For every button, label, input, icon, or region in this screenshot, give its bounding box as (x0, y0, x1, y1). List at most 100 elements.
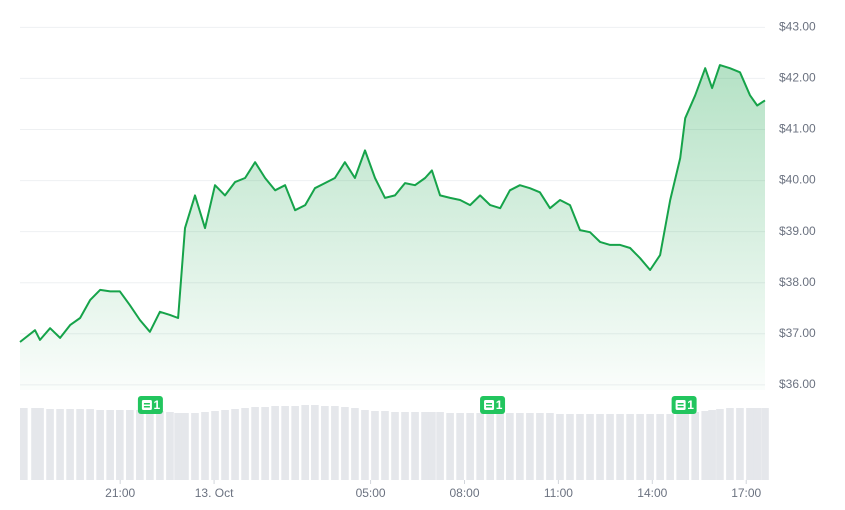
volume-bar (646, 414, 654, 480)
badge-icon-line (677, 403, 684, 405)
x-tick-label: 08:00 (449, 486, 479, 500)
x-tick-label: 14:00 (637, 486, 667, 500)
volume-bar (606, 414, 614, 480)
badge-icon-line (143, 406, 150, 408)
volume-bar (86, 409, 94, 480)
badge-icon (141, 400, 152, 410)
volume-bar (391, 412, 399, 480)
volume-bar (20, 408, 28, 480)
y-tick-label: $37.00 (779, 326, 816, 340)
x-tick-label: 13. Oct (195, 486, 234, 500)
volume-bar (656, 414, 664, 480)
x-tick-label: 17:00 (731, 486, 761, 500)
volume-bar (676, 413, 684, 480)
volume-bar (116, 410, 124, 480)
volume-bar (596, 414, 604, 480)
volume-bar (428, 412, 436, 480)
volume-bar (476, 413, 484, 480)
volume-bar (691, 412, 700, 480)
x-tick-label: 05:00 (356, 486, 386, 500)
volume-bar (156, 411, 164, 480)
y-tick-label: $41.00 (779, 122, 816, 136)
badge-icon (675, 400, 686, 410)
volume-bar (36, 408, 44, 480)
volume-bar (191, 413, 199, 480)
volume-bar (421, 412, 429, 480)
volume-bar (251, 407, 259, 480)
badge-icon-line (486, 406, 493, 408)
volume-bar (331, 406, 339, 480)
volume-bar (341, 407, 349, 480)
volume-bar (181, 413, 189, 480)
volume-bar (446, 413, 454, 480)
x-tick-label: 11:00 (544, 486, 573, 500)
news-badge: 1 (480, 396, 506, 414)
news-badge: 1 (671, 396, 697, 414)
volume-bar (76, 409, 84, 480)
volume-bar (46, 409, 54, 480)
volume-bar (66, 409, 74, 480)
volume-bar (411, 412, 419, 480)
volume-bar (761, 408, 769, 480)
y-tick-label: $38.00 (779, 275, 816, 289)
volume-bar (381, 411, 389, 480)
volume-bar (166, 412, 174, 480)
volume-bar (136, 410, 144, 480)
volume-bar (56, 409, 64, 480)
badge-icon-line (677, 406, 684, 408)
volume-bar (566, 414, 574, 480)
volume-bar (221, 410, 229, 480)
volume-bar (126, 410, 134, 480)
badge-icon-line (486, 403, 493, 405)
volume-bar (301, 405, 309, 480)
volume-bar (261, 407, 269, 480)
volume-bar (736, 408, 744, 480)
volume-bar (31, 408, 39, 480)
volume-bar (546, 413, 554, 480)
volume-bar (496, 413, 505, 480)
volume-bar (626, 414, 634, 480)
volume-bar (666, 414, 674, 480)
volume-bar (708, 410, 716, 480)
volume-bar (281, 406, 289, 480)
volume-bar (436, 412, 444, 480)
volume-bar (311, 405, 319, 480)
volume-bar (96, 410, 104, 480)
volume-bar (351, 408, 359, 480)
volume-bar (526, 413, 534, 480)
volume-bar (146, 411, 154, 480)
volume-bar (456, 413, 464, 480)
volume-bar (241, 408, 249, 480)
volume-bar (536, 413, 544, 480)
volume-bar (636, 414, 644, 480)
price-line (19, 64, 766, 343)
volume-bar (321, 406, 329, 480)
volume-bar (716, 409, 724, 480)
volume-bar (616, 414, 624, 480)
y-tick-label: $42.00 (779, 71, 816, 85)
volume-bar (174, 413, 182, 480)
volume-bar (746, 408, 754, 480)
volume-bar (361, 410, 369, 480)
volume-bar (271, 406, 279, 480)
y-tick-label: $36.00 (779, 377, 816, 391)
badge-label: 1 (154, 398, 161, 412)
volume-bar (506, 413, 514, 480)
badge-icon (484, 400, 495, 410)
volume-bar (556, 414, 564, 480)
volume-bar (201, 412, 209, 480)
volume-bar (486, 413, 494, 480)
volume-bar (586, 414, 594, 480)
volume-bar (576, 414, 584, 480)
price-area (20, 65, 765, 390)
volume-bar (211, 411, 219, 480)
badge-label: 1 (496, 398, 503, 412)
badge-label: 1 (687, 398, 694, 412)
volume-bar (681, 412, 689, 480)
volume-bar (753, 408, 761, 480)
y-tick-label: $39.00 (779, 224, 816, 238)
volume-bar (231, 409, 239, 480)
volume-bar (516, 413, 524, 480)
